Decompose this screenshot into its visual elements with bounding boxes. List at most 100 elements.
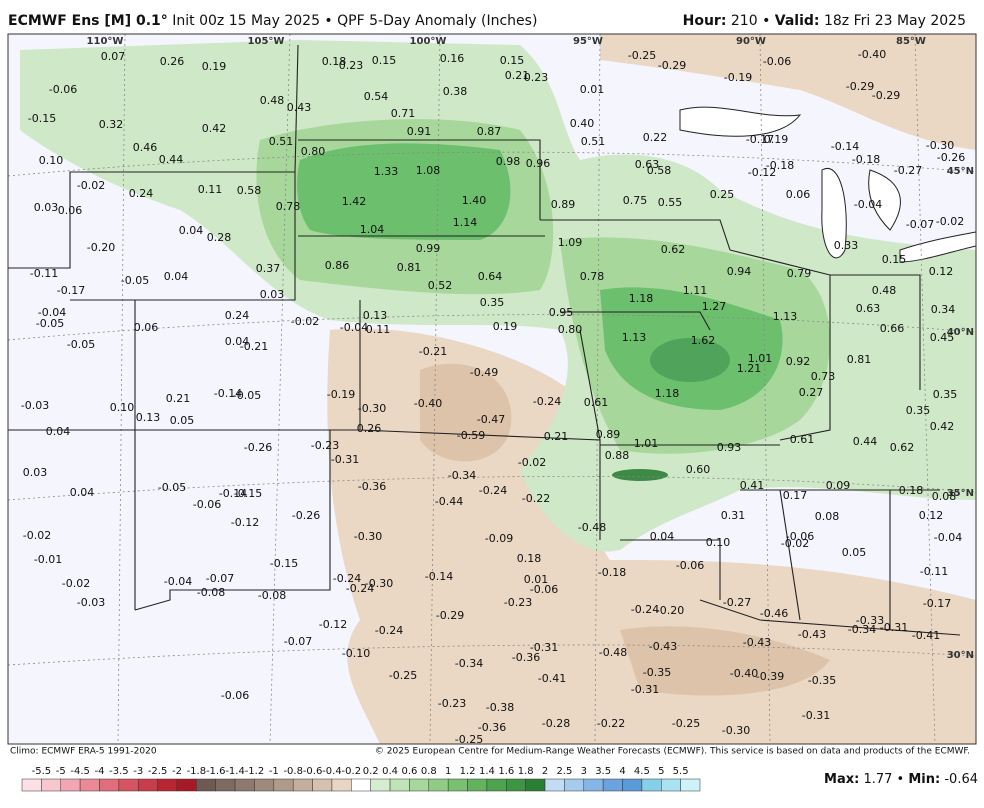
graticule	[8, 34, 976, 744]
anomaly-label: -0.31	[880, 621, 908, 634]
anomaly-label: 0.21	[544, 430, 569, 443]
anomaly-label: 0.52	[428, 279, 453, 292]
anomaly-label: -0.06	[49, 83, 77, 96]
anomaly-label: 0.15	[500, 54, 525, 67]
colorbar-label: 1.4	[479, 766, 495, 777]
anomaly-label: 0.78	[580, 270, 605, 283]
colorbar-swatch	[118, 778, 139, 792]
anomaly-label: -0.10	[342, 647, 370, 660]
anomaly-label: -0.02	[781, 537, 809, 550]
anomaly-label: -0.03	[21, 399, 49, 412]
colorbar-label: 1	[445, 766, 451, 777]
colorbar-label: -1.4	[225, 766, 245, 777]
anomaly-label: -0.14	[831, 140, 859, 153]
anomaly-label: 0.06	[134, 321, 159, 334]
anomaly-label: -0.29	[658, 59, 686, 72]
valid-label: Valid:	[775, 13, 820, 29]
anomaly-label: 0.62	[661, 243, 686, 256]
anomaly-label: -0.30	[722, 724, 750, 737]
anomaly-label: 0.96	[526, 157, 551, 170]
anomaly-label: -0.06	[786, 530, 814, 543]
anomaly-label: -0.02	[291, 315, 319, 328]
anomaly-label: 0.33	[834, 239, 859, 252]
anomaly-label: -0.02	[518, 456, 546, 469]
anomaly-label: 0.80	[301, 145, 326, 158]
anomaly-label: 0.75	[623, 194, 648, 207]
anomaly-label: -0.31	[530, 641, 558, 654]
anomaly-label: -0.31	[631, 683, 659, 696]
anomaly-label: 0.63	[856, 302, 881, 315]
anomaly-label: 0.11	[366, 323, 391, 336]
anomaly-label: 0.51	[269, 135, 294, 148]
anomaly-label: -0.30	[358, 402, 386, 415]
anomaly-label: -0.40	[730, 667, 758, 680]
anomaly-label: 0.48	[872, 284, 897, 297]
longitude-label: 100°W	[410, 36, 447, 47]
colorbar-label: -3.5	[109, 766, 129, 777]
anomaly-label: 0.61	[790, 433, 815, 446]
anomaly-label: -0.11	[30, 267, 58, 280]
anomaly-label: -0.12	[319, 618, 347, 631]
anomaly-label: -0.43	[743, 636, 771, 649]
anomaly-label: 0.45	[930, 331, 955, 344]
anomaly-label: 0.04	[179, 224, 204, 237]
anomaly-label: 1.18	[629, 292, 654, 305]
wet-area-max	[650, 338, 730, 382]
colorbar-label: -5	[56, 766, 66, 777]
anomaly-label: -0.22	[522, 492, 550, 505]
colorbar-label: -0.4	[322, 766, 342, 777]
anomaly-label: -0.25	[455, 733, 483, 746]
anomaly-label: 0.87	[477, 125, 502, 138]
anomaly-label: 0.99	[416, 242, 441, 255]
colorbar-swatch	[351, 778, 371, 792]
anomaly-label: -0.34	[848, 623, 876, 636]
colorbar-label: 4.5	[634, 766, 650, 777]
anomaly-label: -0.24	[533, 395, 561, 408]
anomaly-label: -0.05	[121, 274, 149, 287]
anomaly-label: 0.13	[363, 309, 388, 322]
anomaly-label: -0.18	[852, 153, 880, 166]
anomaly-label: -0.08	[258, 589, 286, 602]
anomaly-label: -0.02	[23, 529, 51, 542]
colorbar-swatch	[602, 778, 623, 792]
colorbar-label: 2	[542, 766, 548, 777]
hour: 210 •	[731, 13, 770, 29]
colorbar-swatch	[137, 778, 158, 792]
anomaly-label: 0.07	[101, 50, 126, 63]
hour-label: Hour:	[683, 13, 727, 29]
colorbar-swatch	[21, 778, 42, 792]
anomaly-label: 0.34	[931, 303, 956, 316]
anomaly-label: -0.44	[435, 495, 463, 508]
anomaly-label: 0.16	[440, 52, 465, 65]
map: 110°W 105°W 100°W 95°W 90°W 85°W 45°N 40°N 35°N 3…	[7, 33, 977, 745]
anomaly-label: 0.12	[919, 509, 944, 522]
anomaly-label: 1.13	[773, 310, 798, 323]
anomaly-label: 0.93	[717, 441, 742, 454]
anomaly-label: -0.25	[672, 717, 700, 730]
anomaly-label: 0.92	[786, 355, 811, 368]
anomaly-label: -0.21	[240, 340, 268, 353]
anomaly-label: 0.26	[160, 55, 185, 68]
anomaly-label: 0.15	[882, 253, 907, 266]
colorbar-label: -4	[94, 766, 104, 777]
anomaly-label: 0.15	[372, 54, 397, 67]
colorbar-label: 0.4	[382, 766, 398, 777]
anomaly-label: 0.89	[551, 198, 576, 211]
anomaly-label: -0.48	[599, 646, 627, 659]
anomaly-label: -0.31	[331, 453, 359, 466]
anomaly-label: 1.01	[748, 352, 773, 365]
state-borders	[8, 44, 961, 636]
anomaly-label: -0.43	[798, 628, 826, 641]
anomaly-label: -0.28	[542, 717, 570, 730]
anomaly-label: 0.27	[799, 386, 824, 399]
anomaly-label: -0.09	[485, 532, 513, 545]
anomaly-label: 0.86	[325, 259, 350, 272]
copyright: © 2025 European Centre for Medium-Range …	[375, 747, 970, 757]
lake	[868, 169, 901, 231]
anomaly-label: -0.23	[311, 439, 339, 452]
colorbar-swatch	[564, 778, 585, 792]
anomaly-label: -0.24	[346, 582, 374, 595]
dry-area-dark	[620, 626, 830, 696]
longitude-label: 85°W	[896, 36, 926, 47]
anomaly-label: 0.10	[110, 401, 135, 414]
